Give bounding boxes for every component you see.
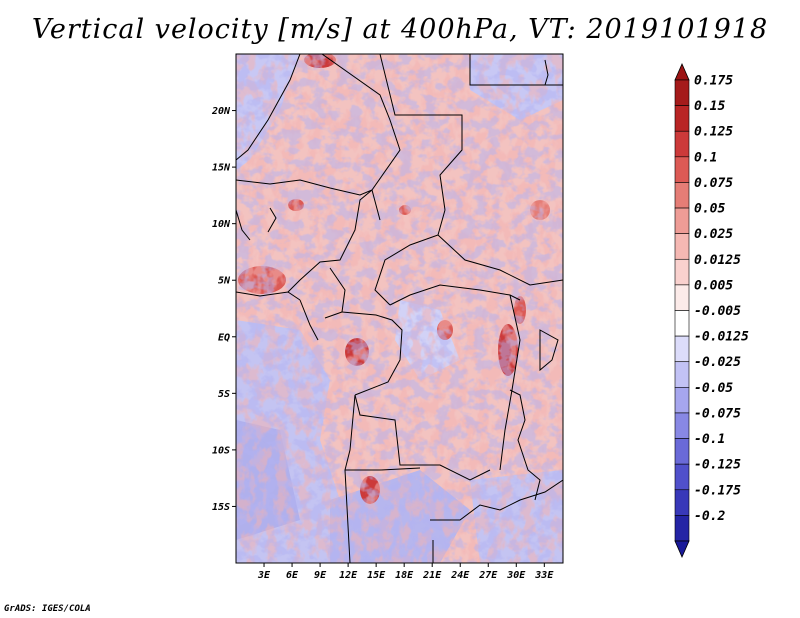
latitude-axis: 20N 15N 10N 5N EQ 5S 10S 15S	[211, 106, 236, 513]
colorbar-label: 0.125	[694, 125, 733, 140]
colorbar-label: 0.025	[694, 227, 733, 242]
colorbar-swatch	[674, 284, 690, 311]
colorbar-swatch	[674, 361, 690, 388]
lat-tick-label: 5S	[218, 389, 230, 400]
lat-tick-label: EQ	[218, 332, 230, 343]
colorbar-swatch	[674, 130, 690, 158]
colorbar-swatch	[674, 182, 690, 209]
colorbar-top-arrow	[674, 63, 690, 81]
colorbar-label: -0.005	[694, 304, 741, 319]
lon-tick-label: 9E	[314, 570, 327, 581]
colorbar-label: -0.2	[694, 509, 725, 524]
colorbar-bottom-arrow	[674, 540, 690, 558]
lat-tick-label: 5N	[218, 276, 231, 287]
colorbar-label: 0.075	[694, 176, 733, 191]
map-title: Vertical velocity [m/s] at 400hPa, VT: 2…	[31, 14, 769, 45]
lat-tick-label: 15S	[212, 502, 230, 513]
colorbar-label: -0.175	[694, 483, 741, 498]
colorbar-label: -0.05	[694, 381, 733, 396]
lon-tick-label: 12E	[339, 570, 358, 581]
lon-tick-label: 15E	[367, 570, 386, 581]
lon-tick-label: 24E	[450, 570, 470, 581]
colorbar-swatch	[674, 438, 690, 465]
lon-tick-label: 33E	[534, 570, 554, 581]
vertical-velocity-field	[236, 54, 563, 563]
lat-tick-label: 10S	[212, 445, 230, 456]
colorbar-swatch	[674, 387, 690, 414]
lon-tick-label: 27E	[478, 570, 498, 581]
colorbar: 0.175 0.15 0.125 0.1 0.075 0.05 0.025 0.0125 0.0…	[674, 63, 749, 558]
colorbar-swatch	[674, 156, 690, 183]
colorbar-swatch	[674, 105, 690, 132]
longitude-axis: 3E 6E 9E 12E 15E 18E 21E 24E 27E 30E 33E	[257, 563, 554, 581]
colorbar-label: 0.1	[694, 150, 717, 165]
colorbar-swatch	[674, 258, 690, 286]
lat-tick-label: 15N	[212, 163, 231, 174]
colorbar-label: 0.05	[694, 202, 725, 217]
colorbar-swatch	[674, 79, 690, 106]
lon-tick-label: 21E	[422, 570, 442, 581]
lon-tick-label: 3E	[257, 570, 271, 581]
colorbar-swatch	[674, 412, 690, 439]
colorbar-label: -0.075	[694, 406, 741, 421]
map-frame	[235, 53, 564, 564]
lon-tick-label: 30E	[506, 570, 526, 581]
colorbar-label: 0.15	[694, 99, 725, 114]
colorbar-swatch	[674, 489, 690, 516]
colorbar-label: -0.125	[694, 458, 741, 473]
colorbar-label: 0.0125	[694, 253, 741, 268]
lon-tick-label: 18E	[395, 570, 414, 581]
lat-tick-label: 20N	[211, 106, 231, 117]
lon-tick-label: 6E	[286, 570, 299, 581]
colorbar-swatch	[674, 233, 690, 260]
country-borders	[236, 54, 563, 563]
colorbar-swatch	[674, 463, 690, 491]
colorbar-label: -0.1	[694, 432, 725, 447]
colorbar-label: -0.025	[694, 355, 741, 370]
colorbar-swatch	[674, 335, 690, 363]
grads-credit: GrADS: IGES/COLA	[4, 604, 91, 614]
colorbar-swatch	[674, 515, 690, 542]
colorbar-label: -0.0125	[694, 330, 749, 345]
colorbar-label: 0.005	[694, 278, 733, 293]
lat-tick-label: 10N	[212, 219, 231, 230]
colorbar-swatch	[674, 310, 690, 337]
colorbar-label: 0.175	[694, 74, 733, 89]
colorbar-swatch	[674, 207, 690, 234]
